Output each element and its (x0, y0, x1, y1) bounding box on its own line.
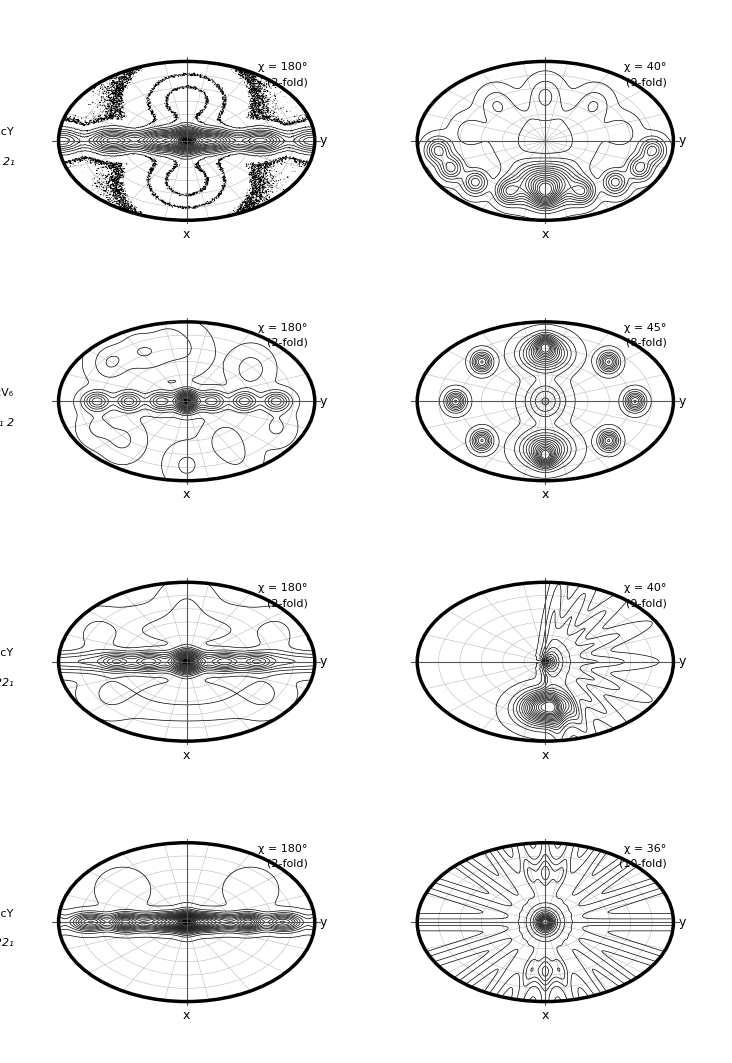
Text: y: y (679, 134, 686, 148)
Text: (9-fold): (9-fold) (626, 598, 666, 608)
Text: YscV₆–YscX₃₂–YscY: YscV₆–YscX₃₂–YscY (0, 128, 15, 137)
Text: (10-fold): (10-fold) (619, 859, 666, 868)
Text: P2₁ 2₁ 2₁: P2₁ 2₁ 2₁ (0, 157, 15, 167)
Text: χ = 45°: χ = 45° (624, 323, 666, 333)
Text: y: y (320, 915, 327, 929)
Text: χ = 40°: χ = 40° (624, 63, 666, 72)
Text: LscV₆–YscX₃₂–YscY: LscV₆–YscX₃₂–YscY (0, 648, 15, 658)
Text: (2-fold): (2-fold) (267, 859, 307, 868)
Text: x: x (542, 748, 549, 762)
Text: AscV₆–AscX₃₁–YscY: AscV₆–AscX₃₁–YscY (0, 909, 15, 918)
Text: y: y (320, 134, 327, 148)
Text: x: x (542, 1009, 549, 1023)
Text: C222₁: C222₁ (0, 939, 15, 948)
Text: χ = 180°: χ = 180° (258, 63, 307, 72)
Text: (2-fold): (2-fold) (267, 78, 307, 87)
Text: C222₁: C222₁ (0, 678, 15, 688)
Text: (2-fold): (2-fold) (267, 338, 307, 348)
Text: P2₁ 2₁ 2: P2₁ 2₁ 2 (0, 418, 15, 427)
Text: LscV₆: LscV₆ (0, 388, 15, 398)
Text: x: x (183, 227, 190, 241)
Text: y: y (679, 655, 686, 669)
Text: y: y (679, 915, 686, 929)
Text: x: x (183, 1009, 190, 1023)
Text: x: x (542, 488, 549, 502)
Text: y: y (320, 655, 327, 669)
Text: χ = 36°: χ = 36° (624, 844, 666, 854)
Text: χ = 180°: χ = 180° (258, 844, 307, 854)
Text: χ = 40°: χ = 40° (624, 584, 666, 593)
Text: x: x (542, 227, 549, 241)
Text: χ = 180°: χ = 180° (258, 584, 307, 593)
Text: x: x (183, 488, 190, 502)
Text: x: x (183, 748, 190, 762)
Text: (2-fold): (2-fold) (267, 598, 307, 608)
Text: y: y (679, 394, 686, 408)
Text: χ = 180°: χ = 180° (258, 323, 307, 333)
Text: (8-fold): (8-fold) (626, 338, 666, 348)
Text: (9-fold): (9-fold) (626, 78, 666, 87)
Text: y: y (320, 394, 327, 408)
